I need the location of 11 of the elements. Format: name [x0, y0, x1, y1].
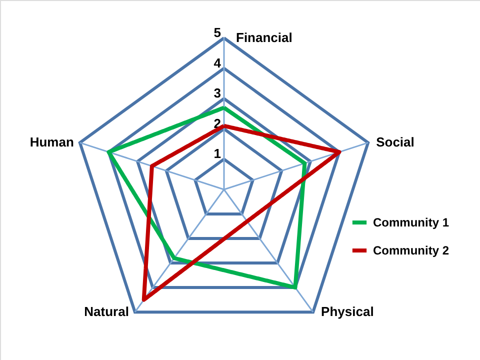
spoke-label: Human — [30, 134, 74, 150]
spoke-label: Social — [376, 134, 414, 150]
spoke-label: Financial — [236, 30, 292, 45]
spoke-label: Physical — [321, 304, 374, 320]
legend-label: Community 1 — [373, 216, 450, 230]
y-tick-label: 4 — [214, 55, 222, 70]
y-tick-label: 1 — [214, 146, 221, 162]
spoke-label: Natural — [84, 304, 129, 320]
y-tick-label: 5 — [214, 25, 221, 40]
legend-label: Community 2 — [373, 244, 450, 258]
y-tick-label: 3 — [214, 86, 221, 101]
